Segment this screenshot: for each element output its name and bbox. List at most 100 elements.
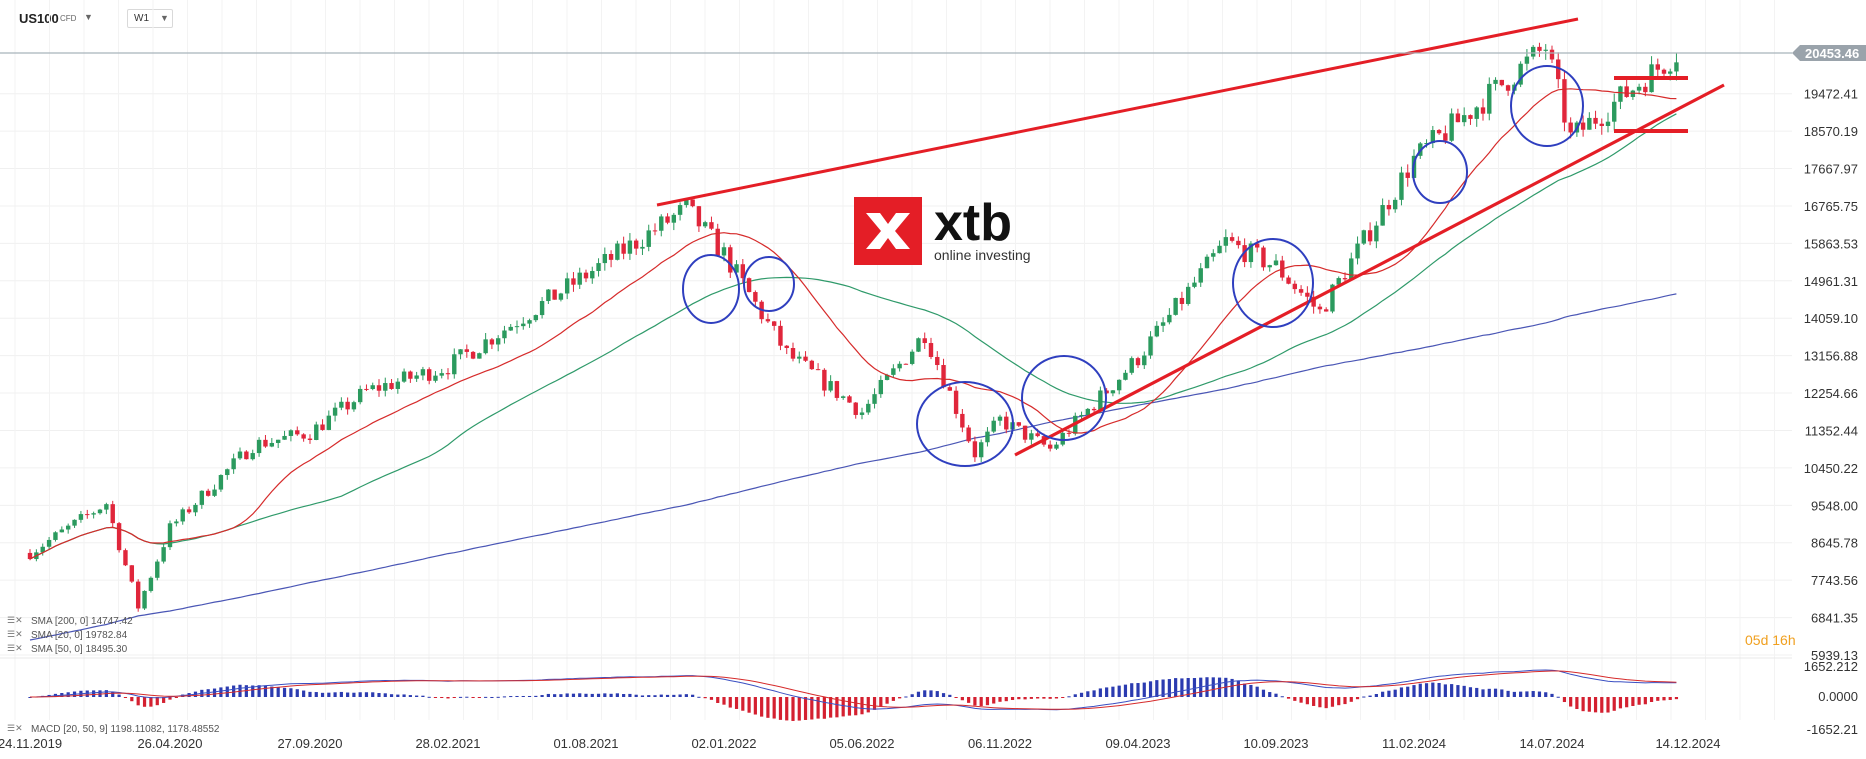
symbol-dropdown-chevron-icon[interactable]: ▼: [84, 12, 93, 22]
y-tick-label: 17667.97: [1804, 162, 1858, 177]
macd-histogram-bar: [509, 696, 513, 698]
y-tick-label: 8645.78: [1811, 536, 1858, 551]
candle-body: [583, 272, 589, 279]
legend-menu-icon[interactable]: ☰✕: [7, 629, 23, 639]
macd-histogram-bar: [1600, 697, 1604, 713]
candle-body: [577, 272, 582, 285]
legend-menu-icon[interactable]: ☰✕: [7, 643, 23, 653]
candle-body: [53, 532, 58, 540]
legend-menu-icon[interactable]: ☰✕: [7, 615, 23, 625]
symbol-label[interactable]: US100: [19, 11, 59, 26]
candle-body: [608, 254, 614, 260]
candle-body: [1593, 117, 1598, 124]
macd-histogram-bar: [791, 697, 795, 721]
macd-histogram-bar: [1612, 697, 1616, 711]
symbol-type-label: CFD: [60, 14, 77, 23]
macd-histogram-bar: [979, 697, 983, 706]
candle-body: [1355, 243, 1360, 259]
sma-200-path: [29, 293, 1677, 641]
candle-body: [231, 458, 236, 470]
candle-body: [1424, 143, 1429, 145]
upper-trendline[interactable]: [656, 17, 1579, 207]
macd-histogram-bar: [174, 697, 178, 698]
macd-histogram-bar: [1048, 697, 1052, 699]
candle-body: [161, 547, 166, 562]
macd-histogram-bar: [1017, 697, 1021, 700]
y-tick-label: 13156.88: [1804, 349, 1858, 364]
macd-histogram-bar: [534, 695, 538, 697]
macd-histogram-bar: [628, 693, 632, 697]
candle-body: [288, 430, 294, 436]
x-tick-label: 26.04.2020: [137, 736, 202, 751]
macd-histogram-bar: [257, 685, 261, 697]
candle-body: [345, 401, 350, 410]
macd-histogram-bar: [1161, 679, 1165, 697]
candle-body: [116, 523, 122, 551]
macd-histogram-bar: [212, 688, 217, 697]
candle-body: [269, 442, 275, 447]
highlight-circle[interactable]: [682, 254, 740, 324]
timeframe-select[interactable]: W1 ▼: [127, 9, 173, 28]
macd-histogram-bar: [1192, 678, 1197, 697]
candle-body: [1661, 69, 1667, 74]
candle-body: [1380, 205, 1385, 226]
macd-histogram-bar: [992, 697, 996, 704]
macd-histogram-bar: [471, 697, 475, 698]
highlight-circle[interactable]: [1021, 355, 1107, 441]
macd-histogram-bar: [1531, 691, 1535, 697]
candle-body: [1580, 122, 1586, 130]
candle-body: [295, 430, 300, 435]
candle-body: [803, 356, 808, 361]
sma-200-line: [29, 293, 1677, 641]
macd-histogram-bar: [816, 697, 820, 719]
macd-histogram-bar: [571, 693, 576, 697]
candle-body: [514, 326, 520, 328]
macd-histogram-bar: [1355, 697, 1360, 700]
candle-body: [671, 214, 677, 223]
macd-histogram-bar: [364, 692, 369, 697]
candle-body: [1204, 256, 1210, 269]
legend-menu-icon[interactable]: ☰✕: [7, 723, 23, 733]
macd-histogram-bar: [615, 693, 619, 697]
candle-body: [1142, 355, 1147, 366]
macd-histogram-bar: [973, 697, 977, 706]
candle-body: [205, 490, 211, 496]
highlight-circle[interactable]: [743, 256, 795, 312]
macd-histogram-bar: [659, 694, 663, 697]
candle-body: [1549, 49, 1555, 60]
macd-histogram-bar: [760, 697, 764, 717]
highlight-circle[interactable]: [1412, 140, 1468, 204]
candle-body: [1286, 277, 1291, 284]
macd-histogram-bar: [1337, 697, 1341, 706]
macd-histogram-bar: [1437, 682, 1441, 697]
macd-histogram-bar: [835, 697, 839, 718]
macd-histogram-bar: [1668, 697, 1672, 700]
highlight-circle[interactable]: [1232, 238, 1314, 328]
candle-body: [1430, 130, 1436, 144]
candle-body: [401, 371, 407, 382]
macd-histogram-bar: [734, 697, 739, 709]
candle-body: [778, 325, 783, 346]
candle-body: [1655, 64, 1660, 70]
macd-histogram-bar: [1136, 683, 1140, 697]
macd-histogram-bar: [565, 693, 569, 697]
macd-histogram-bar: [1086, 691, 1090, 697]
highlight-circle[interactable]: [916, 381, 1014, 467]
candle-body: [771, 321, 777, 326]
macd-histogram-bar: [433, 697, 438, 698]
candle-body: [212, 489, 217, 496]
macd-histogram-bar: [1475, 687, 1479, 697]
macd-histogram-bar: [553, 694, 557, 697]
macd-histogram-bar: [691, 694, 695, 697]
macd-histogram-bar: [1010, 697, 1015, 701]
candle-body: [853, 402, 858, 415]
macd-histogram-bar: [1148, 681, 1153, 697]
highlight-circle[interactable]: [1510, 65, 1584, 147]
x-tick-label: 24.11.2019: [0, 736, 62, 751]
lower-trendline[interactable]: [1014, 83, 1725, 457]
x-axis: 24.11.2019 26.04.2020 27.09.2020 28.02.2021…: [0, 736, 1721, 751]
legend-sma50: SMA [50, 0] 18495.30: [31, 644, 128, 655]
drawing-annotations[interactable]: [656, 17, 1725, 467]
candle-body: [123, 550, 128, 566]
